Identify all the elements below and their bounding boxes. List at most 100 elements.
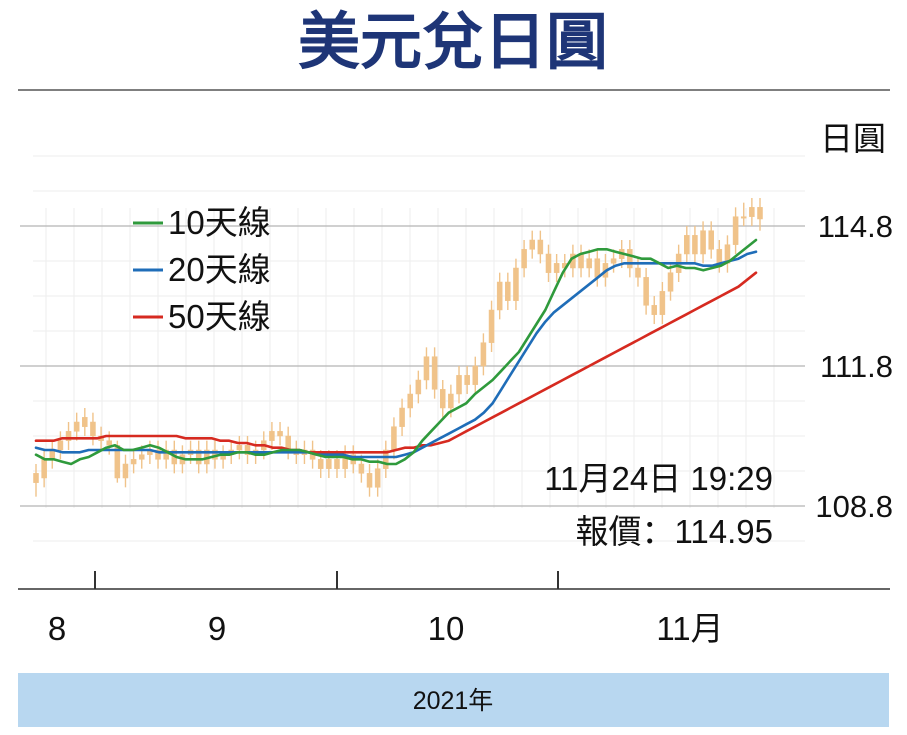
candle-body	[651, 305, 658, 315]
candle	[627, 240, 633, 278]
candle-body	[122, 463, 129, 479]
candle	[163, 440, 169, 469]
candle-body	[439, 389, 446, 409]
candle-body	[488, 309, 495, 343]
grid-layer	[20, 155, 805, 542]
candle-body	[586, 258, 592, 269]
candle-body	[57, 440, 64, 451]
candle-body	[732, 216, 739, 245]
unit-label: 日圓	[820, 120, 886, 157]
candle	[610, 249, 617, 273]
candle-body	[749, 207, 755, 217]
moving-average-lines	[34, 238, 758, 466]
candle-body	[65, 431, 72, 441]
candle	[700, 221, 706, 264]
month-label-oct: 10	[428, 610, 465, 647]
candle	[236, 436, 243, 460]
candle-body	[708, 230, 714, 250]
candle-body	[610, 258, 617, 264]
candle	[480, 333, 487, 376]
candle-body	[757, 207, 763, 220]
candle-body	[716, 249, 723, 264]
candle-body	[578, 253, 584, 269]
candle	[667, 263, 674, 301]
candle	[65, 422, 72, 450]
candle	[439, 380, 446, 418]
candle	[57, 431, 64, 460]
candle	[366, 464, 373, 497]
candle-body	[33, 473, 39, 483]
month-label-aug: 8	[48, 610, 66, 647]
candle	[383, 440, 389, 478]
y-tick-label-2: 108.8	[815, 489, 893, 524]
candle-body	[73, 421, 80, 432]
candle-body	[537, 239, 544, 255]
candle-body	[505, 281, 511, 301]
candle	[659, 282, 666, 324]
series-line-ma50	[34, 271, 758, 454]
candle	[374, 459, 381, 497]
candle-body	[496, 281, 503, 311]
candle-body	[155, 449, 161, 460]
candle-body	[692, 235, 698, 255]
candle	[195, 440, 202, 474]
candle-body	[317, 459, 324, 469]
candle	[496, 272, 503, 320]
candle	[155, 440, 161, 469]
candle-body	[456, 375, 462, 395]
candle-body	[700, 230, 706, 255]
candle	[749, 198, 755, 226]
candle-body	[415, 379, 422, 395]
candle	[708, 221, 714, 259]
candle-body	[627, 249, 633, 269]
year-label: 2021年	[413, 687, 494, 715]
candle-body	[594, 258, 601, 278]
candle-body	[244, 445, 251, 455]
y-tick-label-0: 114.8	[818, 209, 893, 244]
candle-body	[383, 449, 389, 469]
candle-body	[138, 454, 145, 460]
candle-body	[399, 407, 405, 427]
candle	[488, 300, 495, 352]
candle-body	[90, 421, 96, 437]
candle	[269, 422, 275, 450]
candle	[415, 370, 422, 404]
candle	[643, 268, 649, 315]
year-band	[18, 673, 889, 727]
candle	[90, 412, 96, 446]
candle	[464, 366, 470, 394]
candle-body	[659, 291, 666, 315]
candle-body	[374, 468, 381, 488]
candle	[553, 254, 560, 282]
candle	[513, 258, 519, 310]
candle	[757, 198, 763, 231]
candle	[684, 226, 690, 264]
candle-body	[431, 356, 438, 390]
candle-body	[472, 365, 479, 385]
candle-body	[464, 375, 470, 385]
candle	[529, 230, 535, 259]
candle-body	[326, 459, 332, 469]
candle-body	[521, 249, 527, 269]
candle-body	[366, 473, 373, 488]
candle-body	[740, 216, 747, 219]
candle-body	[163, 449, 169, 460]
candle-body	[635, 267, 641, 278]
candle	[732, 207, 739, 254]
legend-label-ma20: 20天線	[168, 251, 271, 288]
candle-body	[643, 277, 649, 306]
candle	[692, 226, 698, 264]
candle-body	[236, 445, 243, 451]
candle	[651, 296, 658, 324]
legend-label-ma10: 10天線	[168, 204, 271, 241]
candle	[73, 412, 80, 441]
candle	[472, 356, 479, 394]
candle-body	[423, 356, 430, 381]
chart-title: 美元兌日圓	[298, 5, 608, 78]
series-line-ma10	[34, 238, 758, 466]
candle	[244, 436, 251, 464]
candle	[399, 398, 405, 436]
candle-body	[667, 272, 674, 292]
candle-body	[130, 459, 137, 465]
